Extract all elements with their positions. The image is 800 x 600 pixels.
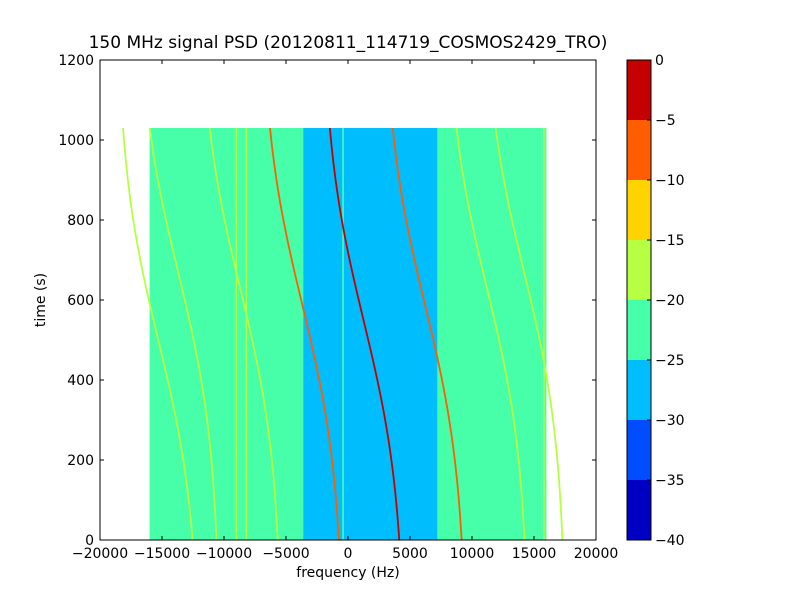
- colorbar-tick-label: 0: [655, 53, 664, 69]
- colorbar-segment: [627, 480, 651, 540]
- x-tick-label: −5000: [262, 546, 309, 562]
- y-tick-label: 600: [67, 293, 94, 309]
- x-tick-label: 10000: [450, 546, 495, 562]
- x-tick-label: −10000: [196, 546, 252, 562]
- x-tick-label: −15000: [134, 546, 190, 562]
- y-tick-label: 800: [67, 213, 94, 229]
- colorbar-segment: [627, 420, 651, 480]
- chart-title: 150 MHz signal PSD (20120811_114719_COSM…: [89, 33, 608, 53]
- x-tick-label: 5000: [392, 546, 428, 562]
- x-axis: −20000 −15000 −10000 −5000 0 5000 10000 15000 20…: [72, 60, 618, 562]
- signal-trace: [269, 127, 340, 540]
- signal-trace: [148, 127, 218, 540]
- colorbar-tick-label: −25: [655, 353, 685, 369]
- signal-trace: [122, 127, 194, 540]
- plot-area: [99, 59, 597, 541]
- colorbar-segment: [627, 120, 651, 180]
- y-tick-label: 0: [85, 533, 94, 549]
- x-axis-label: frequency (Hz): [296, 565, 399, 581]
- x-tick-label: 15000: [512, 546, 557, 562]
- colorbar: 0 −5 −10 −15 −20 −25 −30 −35 −40: [626, 53, 685, 549]
- x-tick-label: 0: [344, 546, 353, 562]
- y-tick-label: 1200: [58, 53, 94, 69]
- signal-trace: [455, 127, 526, 540]
- signal-trace: [328, 127, 401, 540]
- y-tick-label: 200: [67, 453, 94, 469]
- colorbar-tick-label: −35: [655, 473, 685, 489]
- colorbar-tick-label: −5: [655, 113, 676, 129]
- colorbar-segment: [627, 240, 651, 300]
- noise-band: [303, 128, 438, 540]
- heatmap-layer: [122, 127, 564, 540]
- signal-trace: [494, 127, 564, 540]
- y-tick-label: 400: [67, 373, 94, 389]
- colorbar-segment: [627, 300, 651, 360]
- colorbar-tick-label: −15: [655, 233, 685, 249]
- signal-trace: [391, 127, 463, 540]
- y-axis-label: time (s): [33, 273, 49, 327]
- colorbar-tick-label: −40: [655, 533, 685, 549]
- x-tick-label: −20000: [72, 546, 128, 562]
- y-axis: 0 200 400 600 800 1000 1200: [58, 53, 596, 549]
- colorbar-segment: [627, 60, 651, 120]
- colorbar-tick-label: −30: [655, 413, 685, 429]
- colorbar-tick-label: −20: [655, 293, 685, 309]
- colorbar-segment: [627, 360, 651, 420]
- signal-trace: [208, 127, 279, 540]
- y-tick-label: 1000: [58, 133, 94, 149]
- x-tick-label: 20000: [574, 546, 619, 562]
- colorbar-segment: [627, 180, 651, 240]
- colorbar-tick-label: −10: [655, 173, 685, 189]
